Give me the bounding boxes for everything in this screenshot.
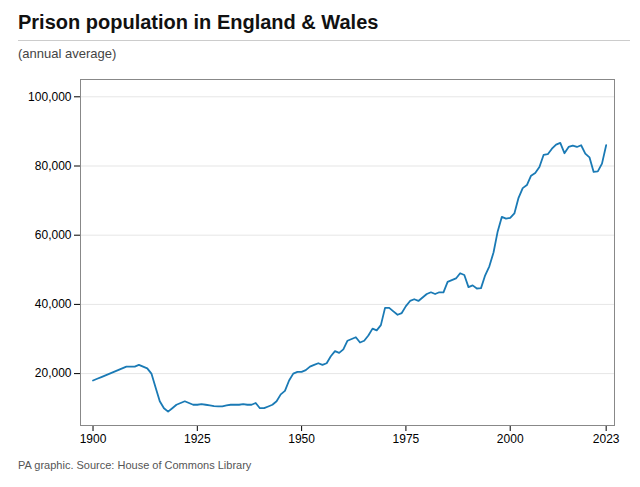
- svg-text:40,000: 40,000: [35, 297, 72, 311]
- svg-text:2023: 2023: [593, 432, 620, 446]
- svg-text:60,000: 60,000: [35, 228, 72, 242]
- svg-text:1950: 1950: [288, 432, 315, 446]
- html-text:(annual average): (annual average): [18, 46, 117, 61]
- svg-text:100,000: 100,000: [28, 90, 72, 104]
- svg-text:1975: 1975: [393, 432, 420, 446]
- svg-text:2000: 2000: [497, 432, 524, 446]
- svg-text:1925: 1925: [184, 432, 211, 446]
- html-text:Prison population in England &: Prison population in England & Wales: [18, 11, 379, 33]
- svg-text:20,000: 20,000: [35, 366, 72, 380]
- svg-text:80,000: 80,000: [35, 159, 72, 173]
- svg-text:1900: 1900: [80, 432, 107, 446]
- html-text:PA graphic. Source: House of C: PA graphic. Source: House of Commons Lib…: [18, 459, 252, 471]
